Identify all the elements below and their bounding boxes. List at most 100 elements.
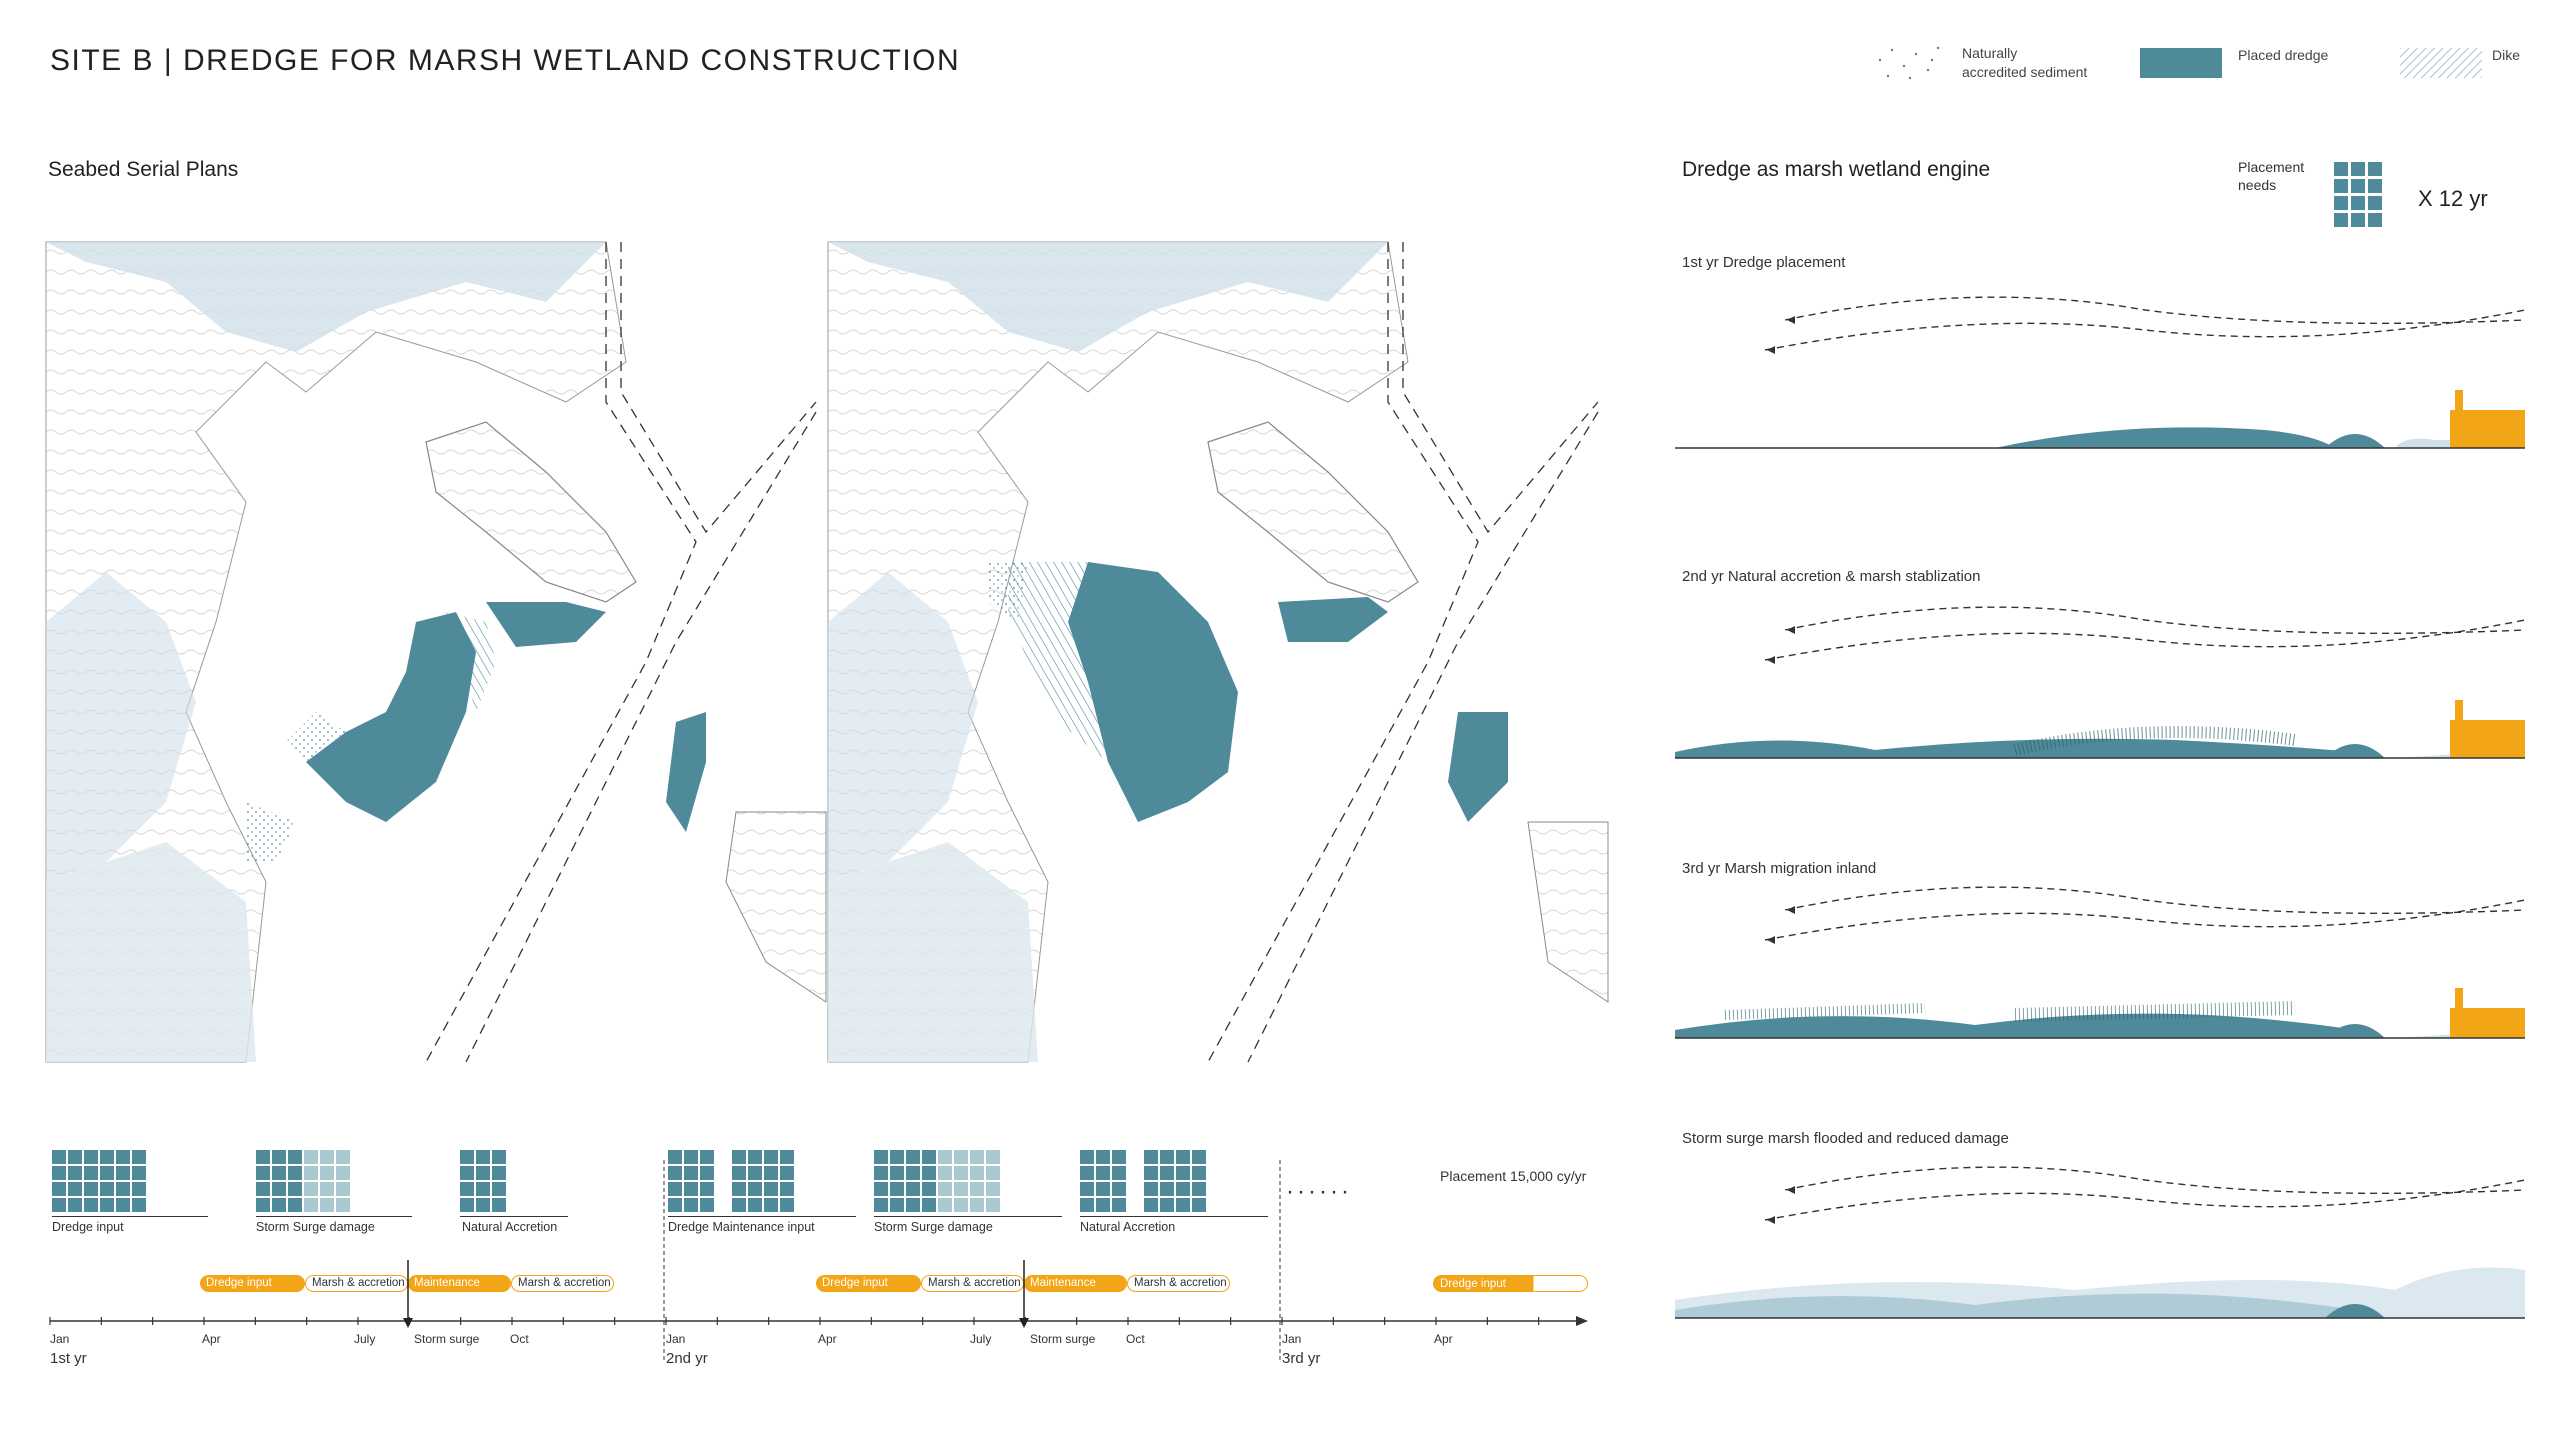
grid-cell [906, 1198, 920, 1212]
grid-cell [320, 1198, 334, 1212]
grid-caption-3: Natural Accretion [462, 1220, 558, 1234]
grid-cell [890, 1182, 904, 1196]
grid-cell [116, 1182, 130, 1196]
grid-cell [668, 1166, 682, 1180]
grid-cell [272, 1182, 286, 1196]
timeline: Dredge input Marsh & accretion Maintenance… [48, 1160, 1618, 1370]
grid-cell [780, 1182, 794, 1196]
grid-cell [938, 1198, 952, 1212]
grid-cell [986, 1198, 1000, 1212]
tick-label: Jan [1282, 1332, 1302, 1346]
grid-cell [668, 1198, 682, 1212]
grid-cell [748, 1150, 762, 1164]
tick-label: Apr [1434, 1332, 1453, 1346]
grid-cell [2368, 179, 2382, 193]
grid-cell [954, 1150, 968, 1164]
grid-cell [132, 1166, 146, 1180]
grid-natural-accretion-1 [460, 1150, 568, 1217]
placement-needs-label: Placement needs [2238, 159, 2305, 193]
placement-needs-grid [2334, 162, 2382, 227]
grid-cell [700, 1198, 714, 1212]
grid-cell [1144, 1166, 1158, 1180]
grid-cell [1144, 1198, 1158, 1212]
grid-cell [304, 1198, 318, 1212]
grid-cell [492, 1150, 506, 1164]
grid-cell [970, 1198, 984, 1212]
grid-cell [84, 1166, 98, 1180]
grid-cell [2351, 179, 2365, 193]
grid-cell [304, 1150, 318, 1164]
grid-cell [1192, 1182, 1206, 1196]
grid-baseline [1080, 1216, 1268, 1217]
grid-cell [1144, 1150, 1158, 1164]
grid-cell [748, 1182, 762, 1196]
grid-cell [336, 1150, 350, 1164]
grid-cell [2351, 196, 2365, 210]
grid-cell [84, 1182, 98, 1196]
grid-cell [336, 1198, 350, 1212]
grid-cell [938, 1182, 952, 1196]
grid-cell [906, 1150, 920, 1164]
grid-cell [116, 1150, 130, 1164]
grid-cell [68, 1198, 82, 1212]
grid-caption-1: Dredge input [52, 1220, 124, 1234]
tick-label: Apr [818, 1332, 837, 1346]
grid-baseline [256, 1216, 412, 1217]
grid-cell [2351, 213, 2365, 227]
grid-cell [52, 1198, 66, 1212]
grid-cell [1176, 1182, 1190, 1196]
timeline-pill: Marsh & accretion [511, 1275, 614, 1292]
grid-cell [700, 1182, 714, 1196]
timeline-pill: Maintenance [408, 1275, 511, 1292]
grid-cell [732, 1150, 746, 1164]
grid-cell [272, 1150, 286, 1164]
grid-cell [716, 1150, 730, 1164]
grid-cell [954, 1166, 968, 1180]
grid-cell [764, 1182, 778, 1196]
grid-cell [1192, 1166, 1206, 1180]
grid-cell [684, 1182, 698, 1196]
grid-cell [132, 1150, 146, 1164]
grid-cell [116, 1198, 130, 1212]
grid-cell [476, 1182, 490, 1196]
tick-label: July [970, 1332, 992, 1346]
grid-cell [970, 1182, 984, 1196]
grid-caption-6: Natural Accretion [1080, 1220, 1176, 1234]
grid-cell [780, 1198, 794, 1212]
grid-cell [890, 1198, 904, 1212]
grid-cell [986, 1150, 1000, 1164]
grid-cell [304, 1182, 318, 1196]
grid-cell [1112, 1182, 1126, 1196]
dredge-grids-row: Dredge input Storm Surge damage Natural … [50, 1148, 1610, 1238]
timeline-pill: Marsh & accretion [921, 1275, 1024, 1292]
pill-track: Dredge input Marsh & accretion Maintenance… [48, 1275, 1618, 1295]
grid-cell [732, 1182, 746, 1196]
grid-cell [460, 1198, 474, 1212]
grid-cell [732, 1198, 746, 1212]
grid-cell [2368, 213, 2382, 227]
grid-cell [476, 1166, 490, 1180]
grid-cell [288, 1166, 302, 1180]
left-section-title: Seabed Serial Plans [48, 158, 239, 181]
grid-cell [1096, 1182, 1110, 1196]
grid-cell [132, 1198, 146, 1212]
year-label: 1st yr [50, 1350, 87, 1367]
grid-cell [716, 1198, 730, 1212]
placement-multiplier: X 12 yr [2418, 186, 2488, 211]
grid-cell [874, 1166, 888, 1180]
grid-cell [476, 1198, 490, 1212]
grid-cell [1080, 1182, 1094, 1196]
grid-cell [1096, 1166, 1110, 1180]
grid-cell [780, 1150, 794, 1164]
grid-caption-5: Storm Surge damage [874, 1220, 993, 1234]
legend-placed-label: Placed dredge [2238, 47, 2329, 63]
grid-cell [764, 1166, 778, 1180]
grid-cell [906, 1182, 920, 1196]
grid-cell [668, 1182, 682, 1196]
grid-cell [304, 1166, 318, 1180]
grid-cell [288, 1182, 302, 1196]
grid-cell [1112, 1150, 1126, 1164]
grid-dredge-input [52, 1150, 208, 1217]
grid-cell [476, 1150, 490, 1164]
grid-baseline [460, 1216, 568, 1217]
